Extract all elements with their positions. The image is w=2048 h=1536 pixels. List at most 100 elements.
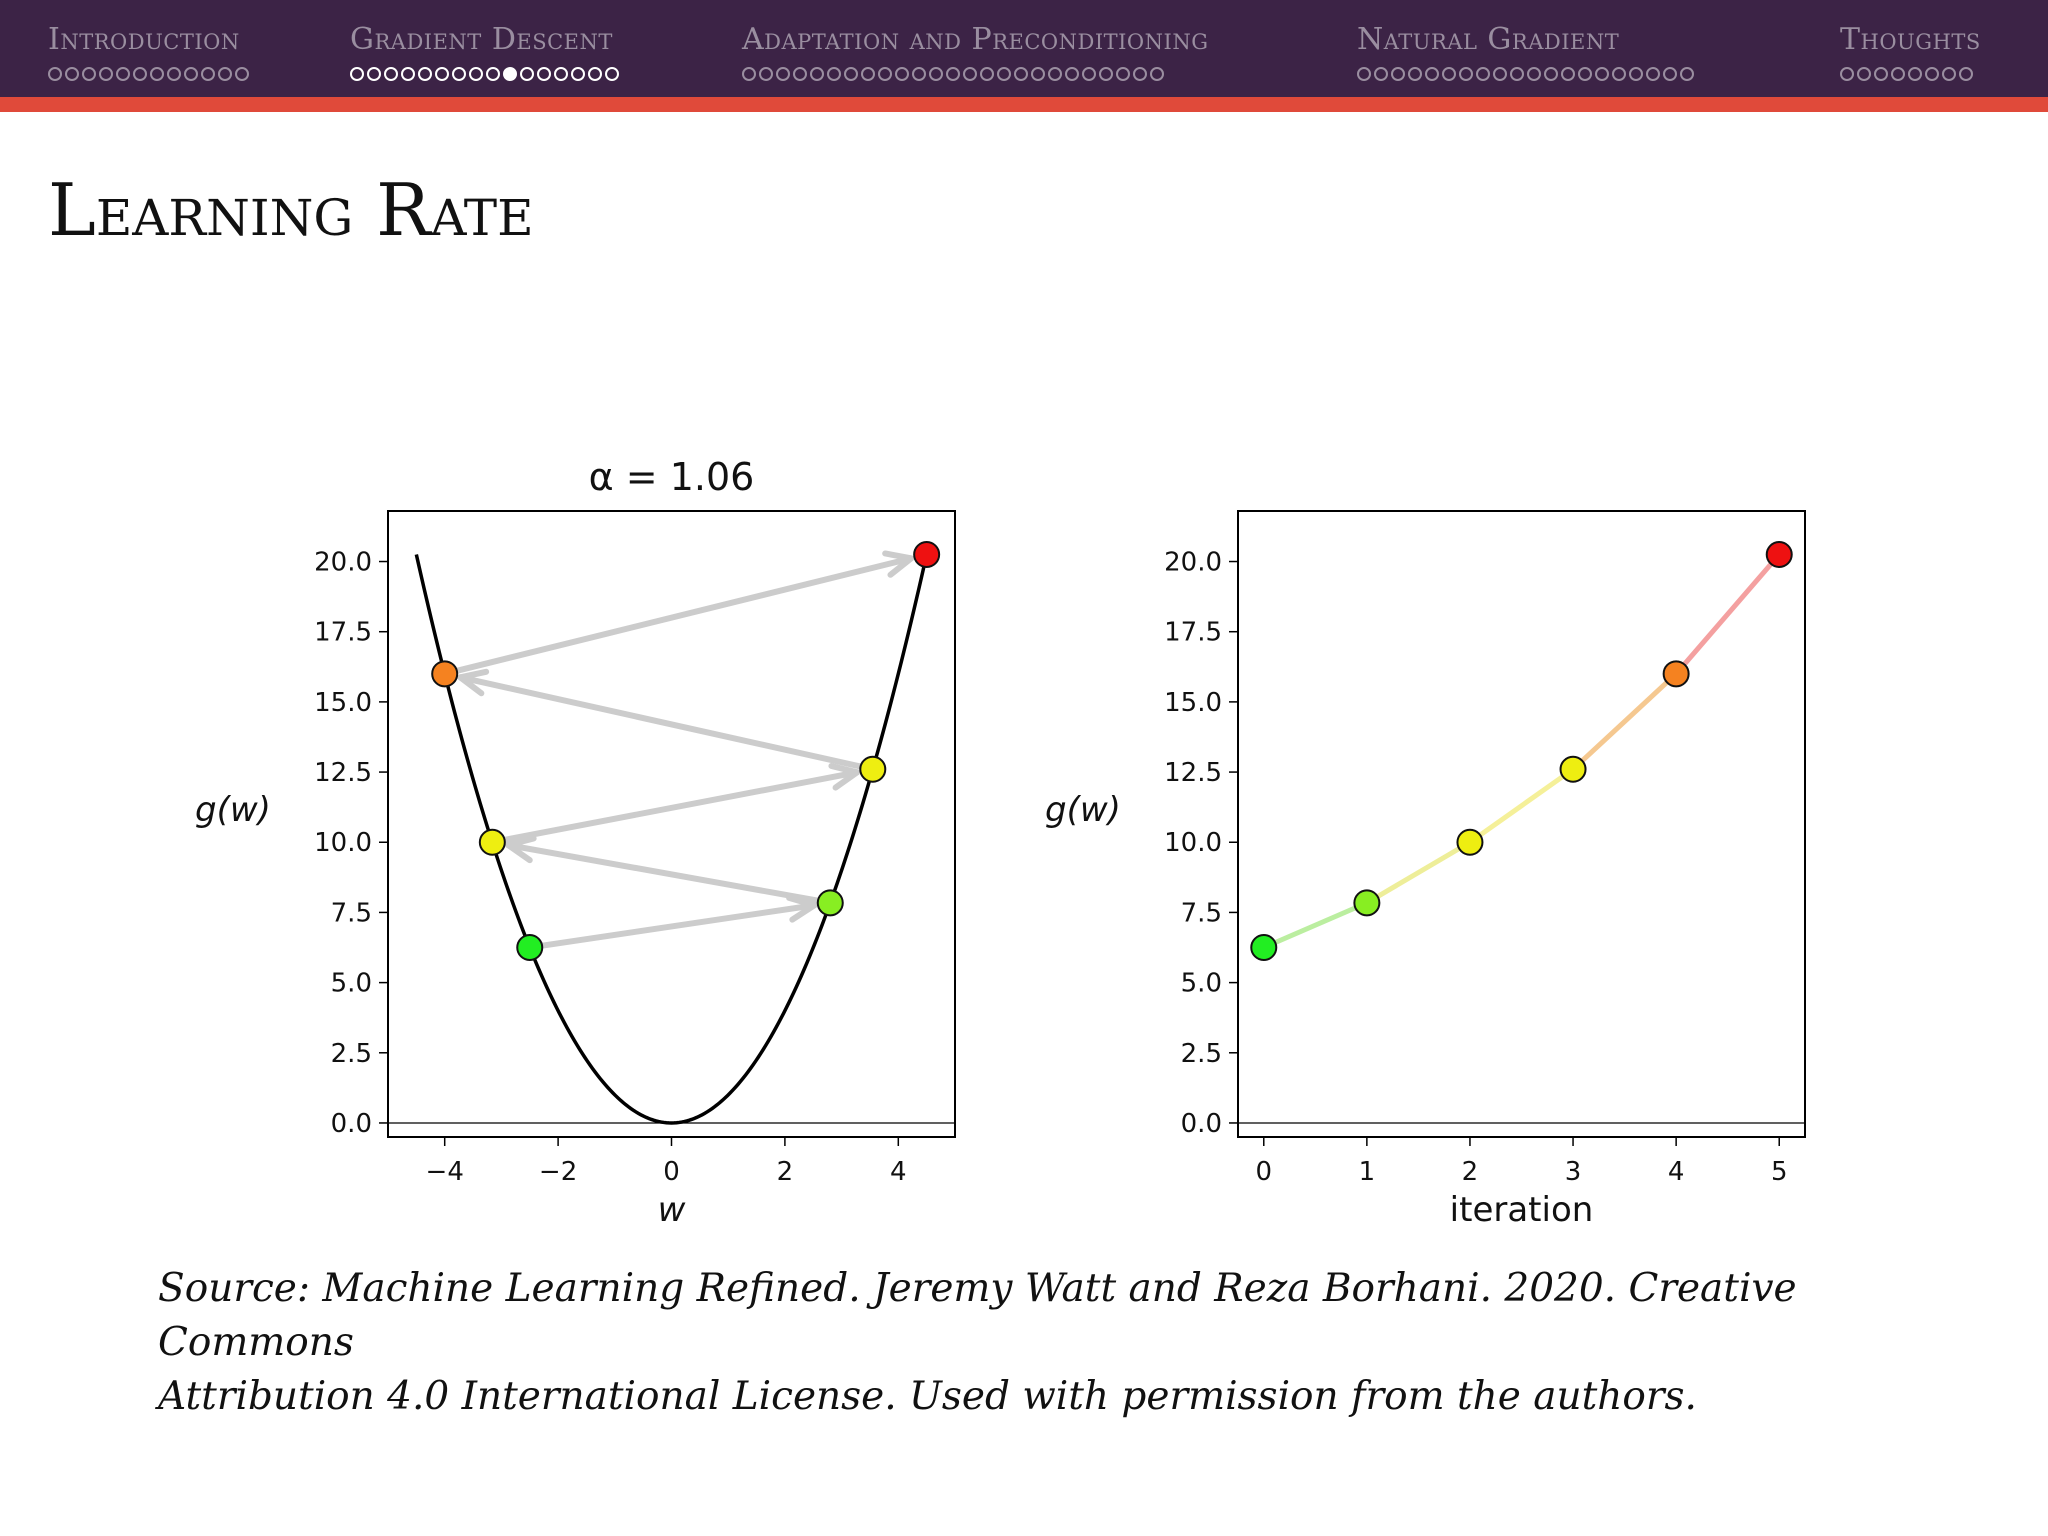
y-tick-label: 12.5 [1164,758,1222,788]
nav-dot[interactable] [1544,67,1558,81]
nav-dot[interactable] [1857,67,1871,81]
nav-dot[interactable] [1408,67,1422,81]
nav-dot[interactable] [1612,67,1626,81]
nav-dot[interactable] [452,67,466,81]
nav-dot[interactable] [1442,67,1456,81]
nav-dot[interactable] [571,67,585,81]
step-arrow-head [457,668,490,697]
y-tick-label: 12.5 [314,758,372,788]
y-tick-label: 20.0 [1164,548,1222,578]
nav-dot[interactable] [980,67,994,81]
nav-dot[interactable] [150,67,164,81]
nav-dot[interactable] [742,67,756,81]
plot-frame [1237,510,1806,1138]
step-arrow-head [882,550,915,578]
nav-section-title: Adaptation and Preconditioning [742,22,1209,57]
nav-dot[interactable] [1527,67,1541,81]
nav-dot[interactable] [116,67,130,81]
nav-dot[interactable] [844,67,858,81]
nav-dot[interactable] [1925,67,1939,81]
nav-dot[interactable] [1942,67,1956,81]
nav-dot[interactable] [167,67,181,81]
nav-dot[interactable] [537,67,551,81]
nav-dot[interactable] [435,67,449,81]
nav-dot[interactable] [1629,67,1643,81]
y-axis-label: g(w) [1045,790,1121,830]
nav-dot[interactable] [605,67,619,81]
nav-dot[interactable] [1082,67,1096,81]
nav-dot[interactable] [520,67,534,81]
nav-dot[interactable] [218,67,232,81]
nav-dot[interactable] [1646,67,1660,81]
nav-dot[interactable] [1031,67,1045,81]
nav-dots [742,67,1167,87]
nav-dot[interactable] [1493,67,1507,81]
nav-dot[interactable] [759,67,773,81]
nav-dot[interactable] [82,67,96,81]
nav-dot[interactable] [793,67,807,81]
nav-dot[interactable] [133,67,147,81]
nav-dot[interactable] [1425,67,1439,81]
step-point [859,755,887,783]
nav-dot[interactable] [367,67,381,81]
nav-dot[interactable] [1099,67,1113,81]
nav-dot[interactable] [99,67,113,81]
nav-dot[interactable] [895,67,909,81]
nav-dot[interactable] [1663,67,1677,81]
nav-dot[interactable] [1150,67,1164,81]
nav-dot[interactable] [588,67,602,81]
nav-dot[interactable] [963,67,977,81]
nav-dot[interactable] [1374,67,1388,81]
nav-dots [1357,67,1697,87]
nav-dot[interactable] [1459,67,1473,81]
history-point [1353,889,1381,917]
nav-dot[interactable] [1116,67,1130,81]
x-tick-label: −2 [539,1157,577,1187]
nav-dot[interactable] [1065,67,1079,81]
nav-dot[interactable] [1908,67,1922,81]
nav-dot[interactable] [201,67,215,81]
nav-dot[interactable] [65,67,79,81]
nav-dot[interactable] [878,67,892,81]
nav-dot[interactable] [1561,67,1575,81]
nav-dot[interactable] [235,67,249,81]
nav-dot[interactable] [418,67,432,81]
nav-dot[interactable] [384,67,398,81]
nav-dot[interactable] [554,67,568,81]
nav-dot[interactable] [1840,67,1854,81]
nav-dot[interactable] [1891,67,1905,81]
nav-dot[interactable] [1595,67,1609,81]
nav-dot[interactable] [1048,67,1062,81]
y-tick-label: 5.0 [331,969,372,999]
nav-dot[interactable] [401,67,415,81]
nav-dot[interactable] [946,67,960,81]
nav-dot[interactable] [48,67,62,81]
nav-dot[interactable] [184,67,198,81]
nav-dot[interactable] [1510,67,1524,81]
nav-dot[interactable] [486,67,500,81]
nav-dot[interactable] [912,67,926,81]
nav-dot[interactable] [1959,67,1973,81]
nav-dot[interactable] [469,67,483,81]
nav-dot[interactable] [827,67,841,81]
nav-dot[interactable] [1476,67,1490,81]
nav-dot[interactable] [1874,67,1888,81]
nav-dot[interactable] [776,67,790,81]
nav-dot[interactable] [1578,67,1592,81]
nav-dot[interactable] [1133,67,1147,81]
nav-dot[interactable] [997,67,1011,81]
nav-dot[interactable] [1680,67,1694,81]
accent-bar [0,97,2048,112]
nav-dot[interactable] [810,67,824,81]
nav-dot[interactable] [1014,67,1028,81]
y-tick-label: 15.0 [1164,688,1222,718]
cost-curve [414,554,929,1125]
nav-dot[interactable] [350,67,364,81]
nav-dot[interactable] [1391,67,1405,81]
nav-dot[interactable] [929,67,943,81]
step-arrow-head [786,894,818,923]
nav-dot[interactable] [503,67,517,81]
nav-dot[interactable] [861,67,875,81]
x-tick-label: 2 [777,1157,794,1187]
nav-dot[interactable] [1357,67,1371,81]
